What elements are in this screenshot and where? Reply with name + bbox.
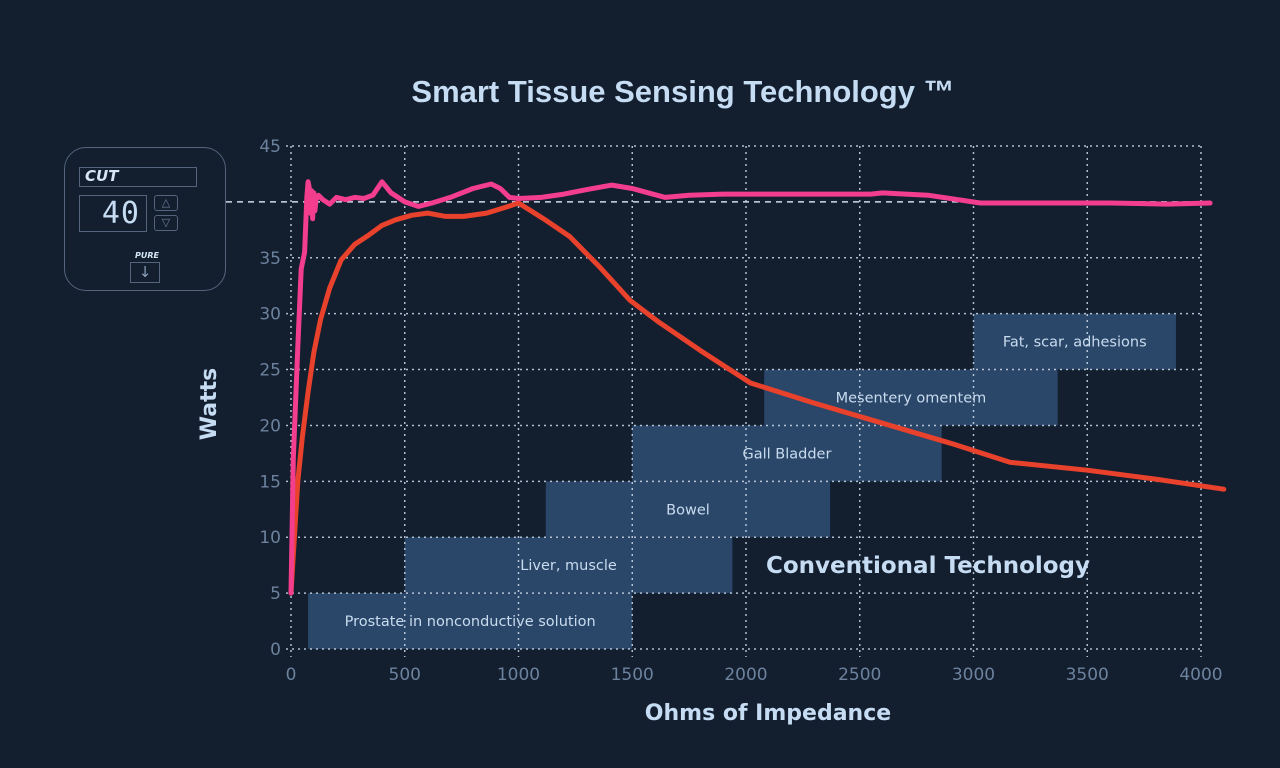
mode-display: CUT [79, 167, 197, 187]
pure-label: PURE [135, 251, 159, 260]
arrow-down-icon: ↓ [138, 263, 152, 281]
tissue-band [545, 481, 831, 538]
series-line-smart-tissue-sensing-technology [288, 179, 1213, 596]
generator-control-panel: CUT 40 △ ▽ PURE ↓ [64, 147, 226, 291]
y-tick-label: 0 [270, 640, 281, 660]
y-tick-label: 15 [259, 472, 281, 492]
tissue-band [632, 425, 942, 482]
y-tick-label: 30 [259, 305, 281, 325]
tissue-band-label: Mesentery omentem [836, 391, 987, 407]
series-line-conventional-technology [288, 200, 1227, 596]
y-axis-label: Watts [197, 368, 222, 440]
triangle-up-icon: △ [161, 196, 171, 209]
x-tick-label: 3000 [952, 665, 995, 685]
y-tick-label: 25 [259, 361, 281, 381]
y-tick-label: 35 [259, 249, 281, 269]
tissue-band-label: Gall Bladder [742, 446, 831, 462]
x-axis-label: Ohms of Impedance [645, 701, 891, 726]
x-tick-labels: 0 500 1000 1500 2000 2500 3000 3500 4000 [286, 665, 1223, 685]
tissue-band [973, 313, 1176, 370]
y-tick-label: 5 [270, 584, 281, 604]
annotations: Conventional Technology [766, 553, 1090, 579]
annotation-label: Conventional Technology [766, 553, 1090, 579]
y-tick-labels: 0 5 10 15 20 25 30 35 45 [259, 137, 281, 660]
grid [286, 145, 1202, 657]
power-up-button[interactable]: △ [154, 195, 178, 211]
y-tick-label: 10 [259, 528, 281, 548]
x-tick-label: 1500 [611, 665, 654, 685]
tissue-band [308, 593, 633, 649]
tissue-band-label: Bowel [666, 502, 710, 518]
tissue-band [764, 369, 1058, 426]
x-tick-label: 4000 [1179, 665, 1222, 685]
series [288, 179, 1227, 596]
x-tick-label: 1000 [497, 665, 540, 685]
y-tick-label: 20 [259, 416, 281, 436]
tissue-band [404, 537, 733, 594]
tissue-band-label: Prostate in nonconductive solution [345, 614, 596, 630]
x-tick-label: 3500 [1066, 665, 1109, 685]
pure-button[interactable]: ↓ [130, 262, 160, 283]
tissue-band-label: Liver, muscle [520, 558, 617, 574]
triangle-down-icon: ▽ [161, 216, 171, 229]
power-down-button[interactable]: ▽ [154, 215, 178, 231]
x-tick-label: 500 [389, 665, 421, 685]
tissue-band-label: Fat, scar, adhesions [1003, 335, 1147, 351]
chart-title: Smart Tissue Sensing Technology ™ [411, 74, 954, 109]
y-tick-label: 45 [259, 137, 281, 157]
x-tick-label: 2500 [838, 665, 881, 685]
tissue-bands: Prostate in nonconductive solution Liver,… [308, 313, 1176, 649]
x-tick-label: 0 [286, 665, 297, 685]
power-readout: 40 [79, 195, 147, 232]
x-tick-label: 2000 [724, 665, 767, 685]
